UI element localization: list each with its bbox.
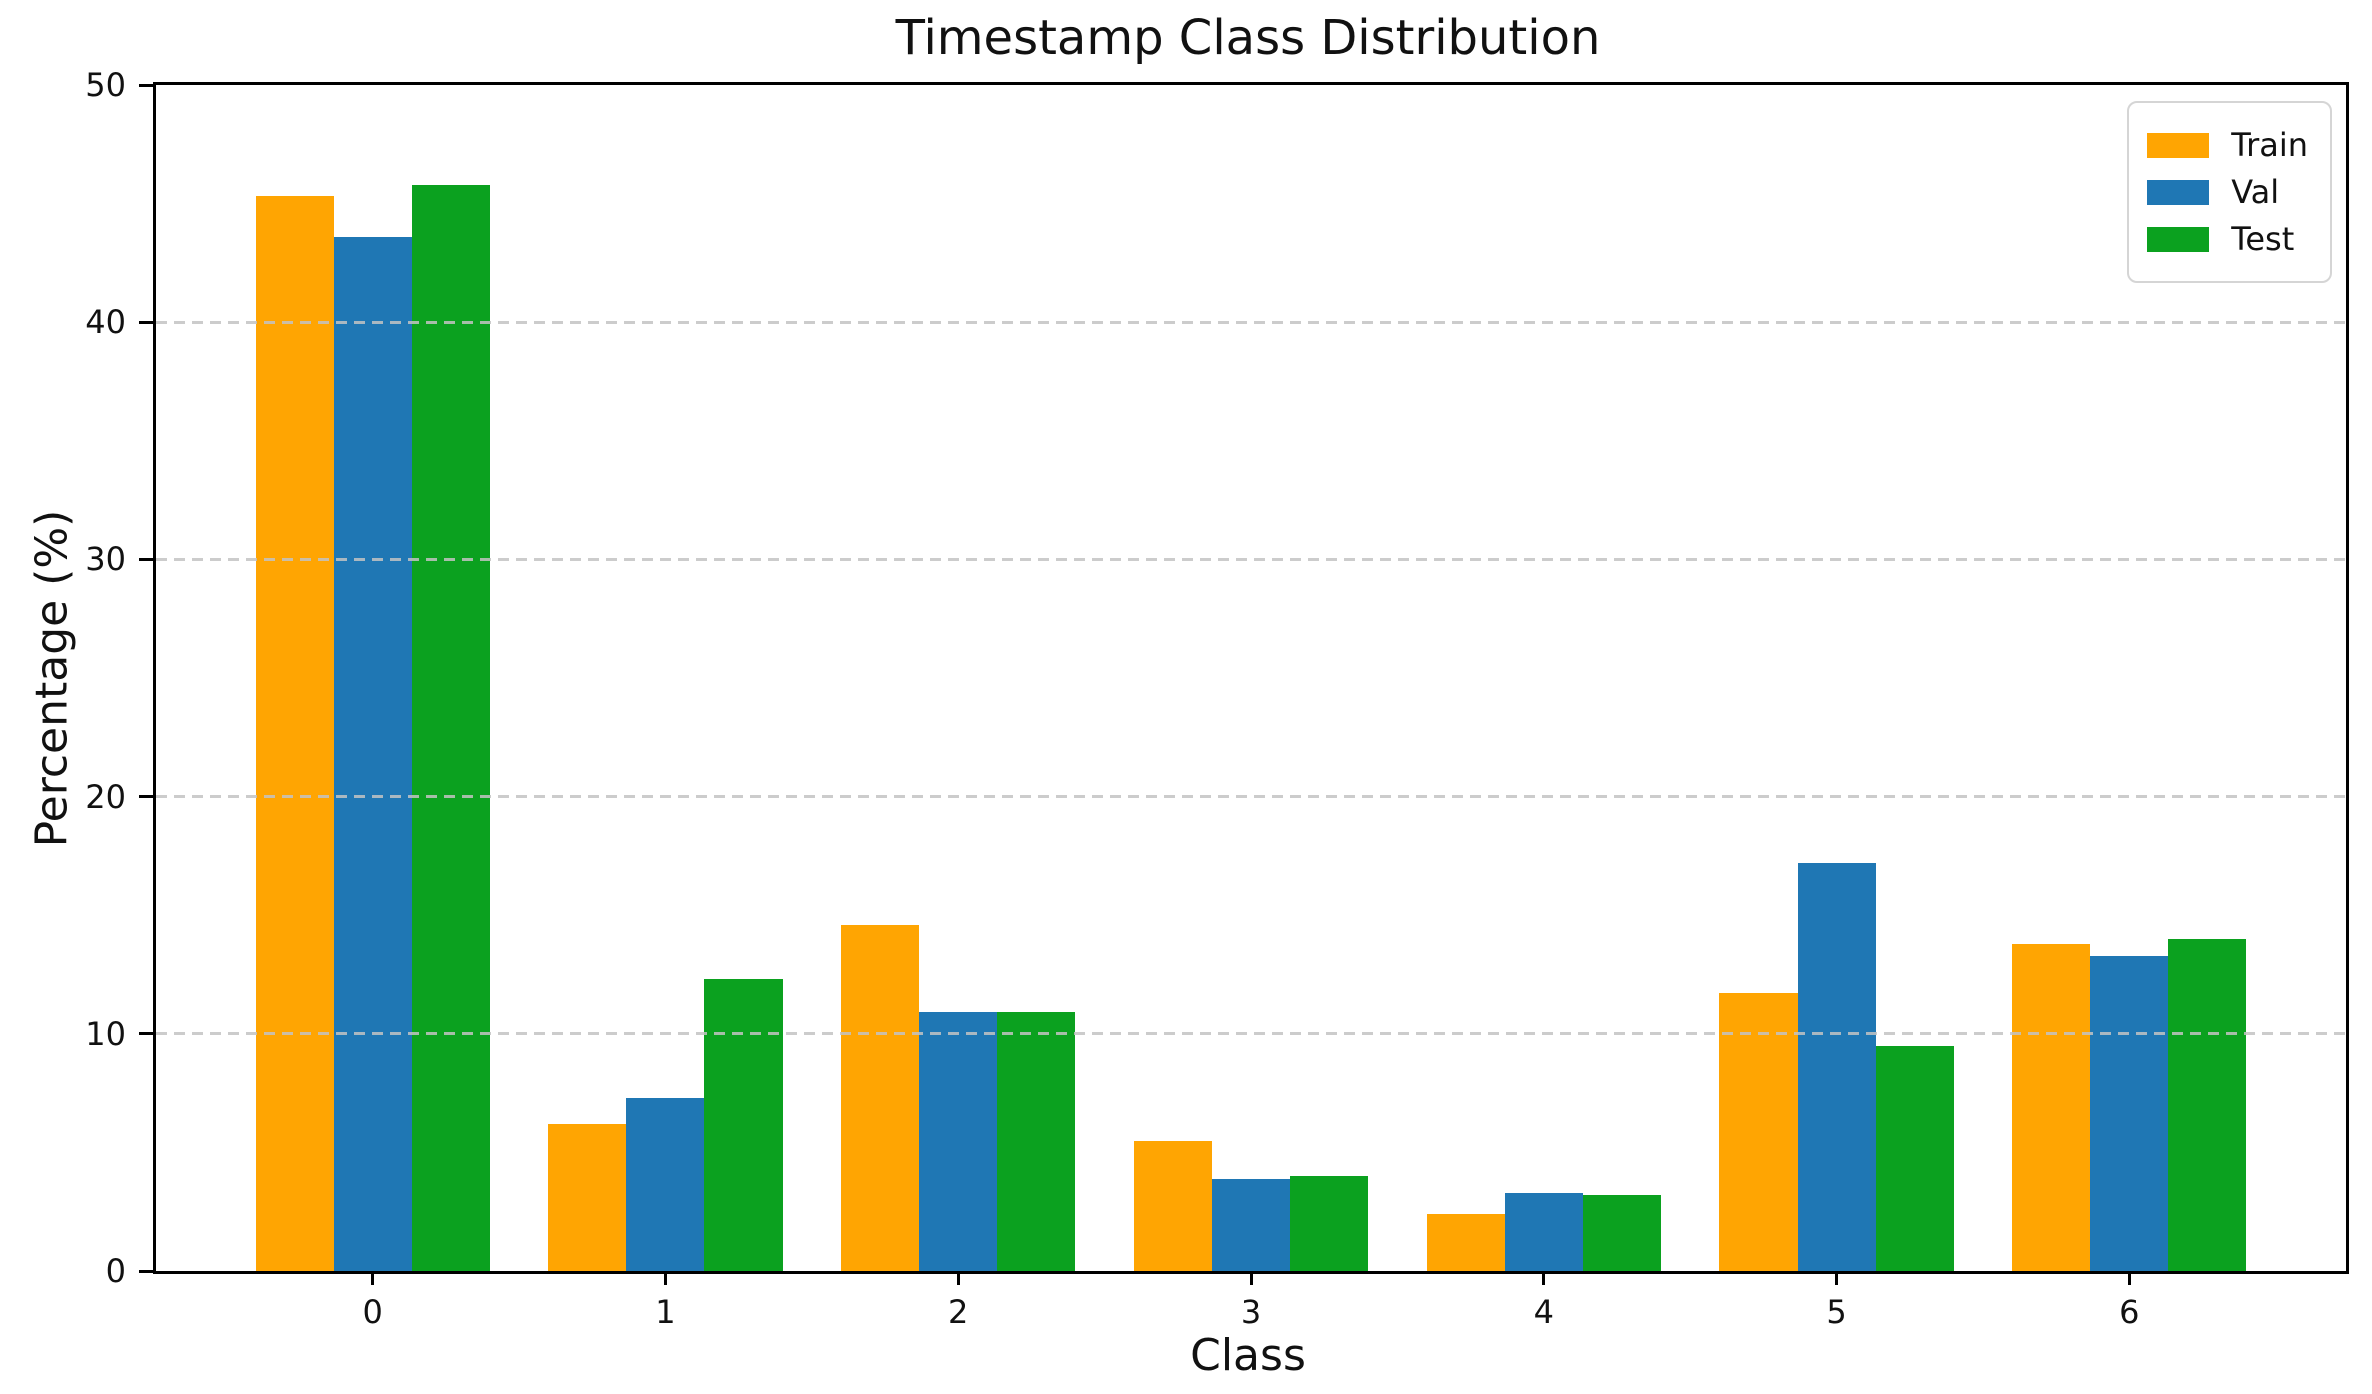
- bar-test-class-1: [704, 979, 783, 1271]
- y-tick-label-40: 40: [85, 303, 126, 342]
- x-tick-mark-1: [663, 1271, 667, 1285]
- bar-train-class-4: [1426, 1214, 1505, 1271]
- x-axis-label: Class: [1190, 1330, 1306, 1381]
- bar-val-class-5: [1797, 863, 1876, 1271]
- bar-test-class-0: [411, 184, 490, 1271]
- y-tick-mark-30: [139, 557, 153, 561]
- bar-train-class-6: [2012, 943, 2091, 1271]
- y-tick-mark-10: [139, 1032, 153, 1036]
- gridline-10: [156, 1032, 2346, 1036]
- x-tick-label-2: 2: [948, 1293, 969, 1331]
- y-tick-mark-20: [139, 795, 153, 799]
- x-tick-label-0: 0: [362, 1293, 383, 1331]
- legend-swatch-train: [2147, 132, 2210, 158]
- bar-test-class-2: [997, 1012, 1076, 1271]
- y-tick-label-20: 20: [85, 777, 126, 816]
- bar-test-class-5: [1875, 1045, 1954, 1271]
- y-tick-label-50: 50: [85, 66, 126, 104]
- legend-swatch-test: [2147, 226, 2210, 252]
- bar-train-class-1: [548, 1123, 627, 1271]
- x-tick-label-5: 5: [1826, 1293, 1847, 1331]
- x-tick-mark-0: [371, 1271, 375, 1285]
- legend: Train Val Test: [2127, 101, 2332, 283]
- y-tick-mark-0: [139, 1269, 153, 1273]
- y-tick-mark-50: [139, 83, 153, 87]
- bar-train-class-0: [255, 196, 334, 1271]
- gridline-20: [156, 795, 2346, 799]
- legend-item-val: Val: [2147, 173, 2308, 211]
- bar-val-class-0: [333, 236, 412, 1271]
- y-tick-label-0: 0: [105, 1252, 126, 1290]
- legend-label-train: Train: [2231, 126, 2308, 164]
- x-tick-mark-4: [1542, 1271, 1546, 1285]
- legend-item-test: Test: [2147, 220, 2308, 258]
- bar-val-class-3: [1211, 1178, 1291, 1271]
- legend-label-test: Test: [2231, 220, 2295, 258]
- x-tick-mark-3: [1249, 1271, 1253, 1285]
- y-tick-label-10: 10: [85, 1014, 126, 1053]
- bar-train-class-2: [841, 924, 920, 1271]
- plot-area: 0 10 20 30 40 50 0 1 2 3 4 5 6 Train Val Test: [85, 66, 2349, 1331]
- bar-train-class-5: [1719, 993, 1798, 1271]
- x-tick-mark-5: [1835, 1271, 1839, 1285]
- gridline-40: [156, 320, 2346, 324]
- bar-val-class-4: [1504, 1192, 1583, 1271]
- x-tick-label-1: 1: [655, 1293, 676, 1331]
- legend-item-train: Train: [2147, 126, 2308, 164]
- x-tick-mark-2: [956, 1271, 960, 1285]
- bar-test-class-6: [2168, 938, 2247, 1271]
- chart-title: Timestamp Class Distribution: [895, 10, 1601, 66]
- gridline-30: [156, 557, 2346, 561]
- bar-val-class-6: [2090, 955, 2169, 1271]
- bar-test-class-4: [1582, 1195, 1661, 1271]
- y-tick-mark-40: [139, 320, 153, 324]
- y-tick-label-30: 30: [85, 540, 126, 579]
- bar-val-class-2: [919, 1012, 998, 1271]
- x-tick-mark-6: [2127, 1271, 2131, 1285]
- bar-test-class-3: [1290, 1176, 1369, 1271]
- legend-label-val: Val: [2231, 173, 2280, 211]
- x-tick-label-4: 4: [1533, 1293, 1554, 1331]
- bar-val-class-1: [626, 1097, 705, 1271]
- legend-swatch-val: [2147, 179, 2210, 205]
- x-tick-label-3: 3: [1240, 1293, 1262, 1331]
- x-tick-label-6: 6: [2119, 1293, 2140, 1331]
- bar-train-class-3: [1133, 1140, 1212, 1271]
